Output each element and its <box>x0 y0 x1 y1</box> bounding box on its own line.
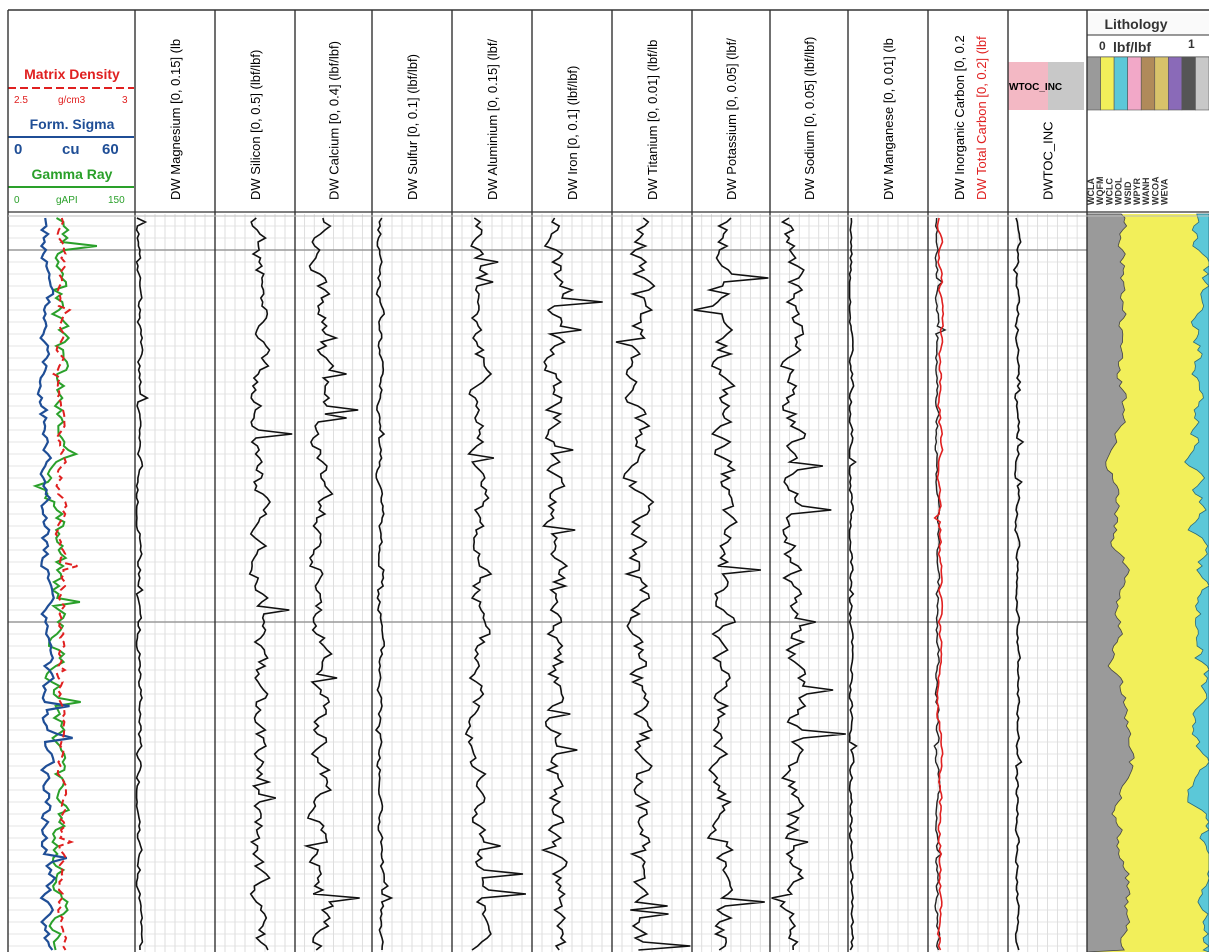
legend-gamma-ray-unit: gAPI <box>56 195 78 206</box>
lithology-scale-max: 1 <box>1188 37 1195 51</box>
lithology-swatches <box>1086 56 1209 111</box>
curve-track-5 <box>540 217 603 951</box>
lithology-swatch-1 <box>1100 56 1115 111</box>
track-header-11: DWTOC_INC <box>1041 122 1056 200</box>
lithology-label-5: WPYR <box>1132 177 1142 205</box>
track-header-8: DW Sodium [0, 0.05] (lbf/lbf) <box>802 37 817 200</box>
track-header-3: DW Sulfur [0, 0.1] (lbf/lbf) <box>405 54 420 200</box>
curve-gamma-ray <box>32 217 98 951</box>
curve-track-2 <box>303 217 360 951</box>
curve-track-8 <box>771 217 846 951</box>
track1-legend: Matrix Density 2.5 g/cm3 3 Form. Sigma 0… <box>8 66 134 206</box>
legend-gamma-ray: Gamma Ray <box>32 166 113 182</box>
curve-track-11 <box>1012 217 1025 951</box>
curve-track-9 <box>848 217 858 951</box>
legend-matrix-density-unit: g/cm3 <box>58 95 86 106</box>
track-header-1: DW Silicon [0, 0.5] (lbf/lbf) <box>248 50 263 200</box>
lithology-header: Lithology 0 lbf/lbf 1 WCLA WQFM WCLC WDOL WS… <box>1086 13 1209 205</box>
lithology-label-1: WQFM <box>1095 177 1105 206</box>
lithology-scale-min: 0 <box>1099 39 1106 53</box>
legend-matrix-density-min: 2.5 <box>14 95 28 106</box>
legend-form-sigma: Form. Sigma <box>30 116 115 132</box>
wtoc-inc-legend-box: WTOC_INC <box>1008 62 1084 110</box>
legend-gamma-ray-max: 150 <box>108 195 125 206</box>
track-header-10-a: DW Inorganic Carbon [0, 0.2 <box>952 35 967 200</box>
legend-gamma-ray-min: 0 <box>14 195 20 206</box>
lithology-swatch-6 <box>1168 56 1183 111</box>
lithology-component-labels: WCLA WQFM WCLC WDOL WSID WPYR WANH WCOA WEVA <box>1086 176 1170 205</box>
track-header-6: DW Titanium [0, 0.01] (lbf/lb <box>645 40 660 200</box>
curve-track-0 <box>135 217 150 951</box>
log-grid <box>8 214 1087 952</box>
lithology-label-7: WCOA <box>1150 176 1160 205</box>
wtoc-inc-box-label: WTOC_INC <box>1009 82 1062 93</box>
track-frame <box>7 9 1209 952</box>
lithology-swatch-2 <box>1113 56 1128 111</box>
lithology-label-3: WDOL <box>1114 177 1124 205</box>
lithology-title: Lithology <box>1105 16 1168 32</box>
track-header-0: DW Magnesium [0, 0.15] (lb <box>168 39 183 200</box>
track-header-4: DW Aluminium [0, 0.15] (lbf/ <box>485 39 500 200</box>
curve-inorganic-carbon <box>933 217 947 951</box>
lithology-label-8: WEVA <box>1160 178 1170 205</box>
curve-track-1 <box>248 217 293 951</box>
lithology-swatch-3 <box>1127 56 1142 111</box>
lithology-calcite <box>1184 213 1209 952</box>
lithology-clay <box>1086 213 1135 952</box>
legend-form-sigma-max: 60 <box>102 141 119 158</box>
curve-total-carbon <box>933 217 945 951</box>
log-curves <box>32 217 1025 951</box>
track-header-5: DW Iron [0, 0.1] (lbf/lbf) <box>565 66 580 200</box>
legend-form-sigma-unit: cu <box>62 141 80 158</box>
curve-track-6 <box>615 217 691 951</box>
lithology-swatch-7 <box>1181 56 1196 111</box>
legend-matrix-density: Matrix Density <box>24 66 120 82</box>
lithology-label-2: WCLC <box>1104 178 1114 205</box>
legend-form-sigma-min: 0 <box>14 141 22 158</box>
lithology-swatch-0 <box>1086 56 1101 111</box>
lithology-fill <box>1086 213 1209 952</box>
lithology-label-6: WANH <box>1141 178 1151 206</box>
lithology-scale-unit: lbf/lbf <box>1113 39 1151 55</box>
curve-track-3 <box>374 217 394 951</box>
track-header-2: DW Calcium [0, 0.4] (lbf/lbf) <box>327 41 342 200</box>
lithology-swatch-4 <box>1140 56 1156 111</box>
curve-form-sigma <box>36 217 73 951</box>
lithology-label-4: WSID <box>1123 181 1133 205</box>
track-headers: DW Magnesium [0, 0.15] (lb DW Silicon [0,… <box>168 35 1056 200</box>
lithology-label-0: WCLA <box>1086 178 1096 205</box>
curve-track-7 <box>693 217 769 951</box>
lithology-swatch-8 <box>1195 56 1209 111</box>
track-header-7: DW Potassium [0, 0.05] (lbf/ <box>724 38 739 200</box>
lithology-swatch-5 <box>1154 56 1169 111</box>
curve-matrix-density <box>52 217 78 951</box>
track-header-9: DW Manganese [0, 0.01] (lb <box>881 38 896 200</box>
curve-track-4 <box>464 217 526 951</box>
track-header-10-b: DW Total Carbon [0, 0.2] (lbf <box>974 36 989 200</box>
legend-matrix-density-max: 3 <box>122 95 128 106</box>
